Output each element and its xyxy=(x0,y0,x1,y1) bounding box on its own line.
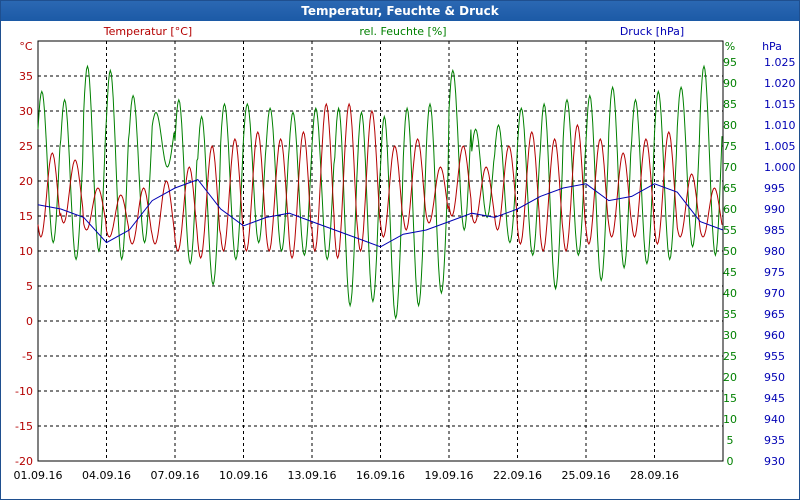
legend-temperature: Temperatur [°C] xyxy=(103,25,192,38)
humidity-tick: 80 xyxy=(723,119,737,132)
temperature-axis: -20 -15 -10 -5 0 5 10 15 20 25 30 35 xyxy=(15,70,33,468)
pressure-tick: 990 xyxy=(764,203,785,216)
humidity-tick: 90 xyxy=(723,77,737,90)
humidity-tick: 65 xyxy=(723,182,737,195)
pressure-tick: 935 xyxy=(764,434,785,447)
legend-humidity: rel. Feuchte [%] xyxy=(359,25,446,38)
temperature-tick: 20 xyxy=(19,175,33,188)
humidity-tick: 95 xyxy=(723,56,737,69)
temperature-tick: 0 xyxy=(26,315,33,328)
pressure-tick: 980 xyxy=(764,245,785,258)
x-axis: 01.09.16 04.09.16 07.09.16 10.09.16 13.09.16… xyxy=(14,469,679,482)
pressure-tick: 950 xyxy=(764,371,785,384)
temperature-tick: 5 xyxy=(26,280,33,293)
humidity-tick: 55 xyxy=(723,224,737,237)
humidity-tick: 45 xyxy=(723,266,737,279)
temperature-tick: -20 xyxy=(15,455,33,468)
pressure-tick: 955 xyxy=(764,350,785,363)
pressure-tick: 995 xyxy=(764,182,785,195)
humidity-tick: 75 xyxy=(723,140,737,153)
x-tick-label: 07.09.16 xyxy=(151,469,200,482)
pressure-tick: 1.015 xyxy=(764,98,796,111)
temperature-tick: 15 xyxy=(19,210,33,223)
pressure-tick: 1.020 xyxy=(764,77,796,90)
pressure-tick: 970 xyxy=(764,287,785,300)
pressure-tick: 1.010 xyxy=(764,119,796,132)
x-tick-label: 10.09.16 xyxy=(219,469,268,482)
humidity-tick: 85 xyxy=(723,98,737,111)
x-tick-label: 13.09.16 xyxy=(288,469,337,482)
x-tick-label: 04.09.16 xyxy=(82,469,131,482)
temperature-tick: 30 xyxy=(19,105,33,118)
temperature-tick: 10 xyxy=(19,245,33,258)
pressure-tick: 945 xyxy=(764,392,785,405)
humidity-tick: 35 xyxy=(723,308,737,321)
pressure-tick: 930 xyxy=(764,455,785,468)
temperature-tick: -10 xyxy=(15,385,33,398)
temperature-tick: 35 xyxy=(19,70,33,83)
pressure-tick: 975 xyxy=(764,266,785,279)
grid xyxy=(38,41,723,461)
x-tick-label: 25.09.16 xyxy=(562,469,611,482)
x-tick-label: 28.09.16 xyxy=(630,469,679,482)
humidity-tick: 30 xyxy=(723,329,737,342)
pressure-unit: hPa xyxy=(762,40,782,53)
pressure-tick: 960 xyxy=(764,329,785,342)
legend-pressure: Druck [hPa] xyxy=(620,25,684,38)
pressure-tick: 1.000 xyxy=(764,161,796,174)
humidity-tick: 10 xyxy=(723,413,737,426)
humidity-axis: 0 5 10 15 20 25 30 35 40 45 50 55 60 65 70 75 80 85 90 95 xyxy=(723,56,737,468)
humidity-tick: 15 xyxy=(723,392,737,405)
humidity-tick: 20 xyxy=(723,371,737,384)
temperature-tick: -5 xyxy=(22,350,33,363)
x-tick-label: 01.09.16 xyxy=(14,469,63,482)
pressure-tick: 965 xyxy=(764,308,785,321)
temperature-tick: 25 xyxy=(19,140,33,153)
humidity-tick: 0 xyxy=(727,455,734,468)
pressure-tick: 985 xyxy=(764,224,785,237)
x-tick-label: 22.09.16 xyxy=(493,469,542,482)
pressure-tick: 1.025 xyxy=(764,56,796,69)
humidity-tick: 60 xyxy=(723,203,737,216)
humidity-unit: % xyxy=(725,40,735,53)
pressure-tick: 1.005 xyxy=(764,140,796,153)
humidity-tick: 40 xyxy=(723,287,737,300)
pressure-axis: 930 935 940 945 950 955 960 965 970 975 980 985 990 9… xyxy=(764,56,796,468)
temperature-tick: -15 xyxy=(15,420,33,433)
x-tick-label: 19.09.16 xyxy=(425,469,474,482)
humidity-tick: 5 xyxy=(727,434,734,447)
humidity-tick: 50 xyxy=(723,245,737,258)
x-tick-label: 16.09.16 xyxy=(356,469,405,482)
pressure-tick: 940 xyxy=(764,413,785,426)
humidity-tick: 25 xyxy=(723,350,737,363)
chart-canvas: -20 -15 -10 -5 0 5 10 15 20 25 30 35 0 5 10 15 20 25 30 35… xyxy=(0,0,800,500)
temperature-unit: °C xyxy=(19,40,33,53)
humidity-tick: 70 xyxy=(723,161,737,174)
